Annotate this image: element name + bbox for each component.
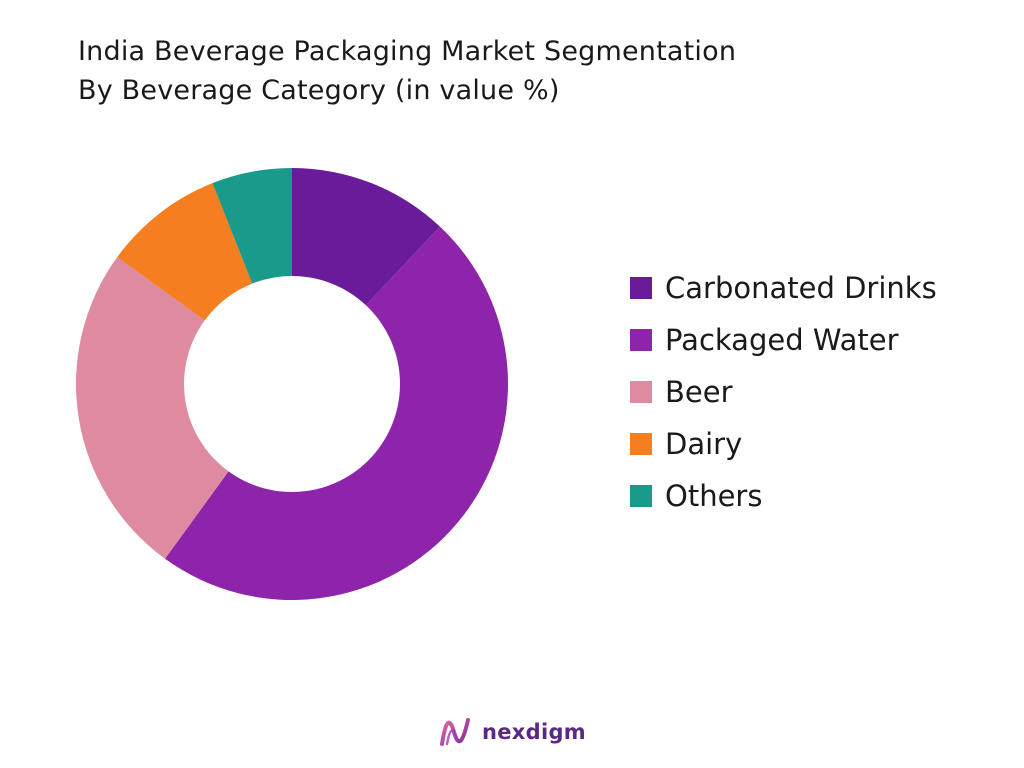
legend-item-carbonated-drinks: Carbonated Drinks xyxy=(630,262,937,314)
chart-title-line1: India Beverage Packaging Market Segmenta… xyxy=(78,36,737,67)
donut-slice-others xyxy=(212,168,292,284)
legend-label: Packaged Water xyxy=(665,323,899,357)
legend-item-dairy: Dairy xyxy=(630,418,937,470)
legend-label: Beer xyxy=(665,375,733,409)
legend-swatch xyxy=(630,433,652,455)
legend-label: Carbonated Drinks xyxy=(665,271,937,305)
chart-legend: Carbonated Drinks Packaged Water Beer Da… xyxy=(630,262,937,522)
donut-slice-beer xyxy=(75,257,229,559)
chart-title: India Beverage Packaging Market Segmenta… xyxy=(78,32,736,110)
brand-name: nexdigm xyxy=(482,720,586,744)
donut-slice-dairy xyxy=(117,183,253,321)
donut-slice-carbonated-drinks xyxy=(292,168,440,306)
legend-label: Dairy xyxy=(665,427,743,461)
legend-swatch xyxy=(630,329,652,351)
brand-logo: nexdigm xyxy=(438,714,586,750)
nexdigm-wave-logo-icon xyxy=(440,718,470,746)
legend-label: Others xyxy=(665,479,763,513)
donut-slice-packaged-water xyxy=(165,226,509,601)
chart-title-line2: By Beverage Category (in value %) xyxy=(78,75,560,106)
legend-item-others: Others xyxy=(630,470,937,522)
legend-item-beer: Beer xyxy=(630,366,937,418)
legend-swatch xyxy=(630,277,652,299)
legend-item-packaged-water: Packaged Water xyxy=(630,314,937,366)
legend-swatch xyxy=(630,485,652,507)
legend-swatch xyxy=(630,381,652,403)
